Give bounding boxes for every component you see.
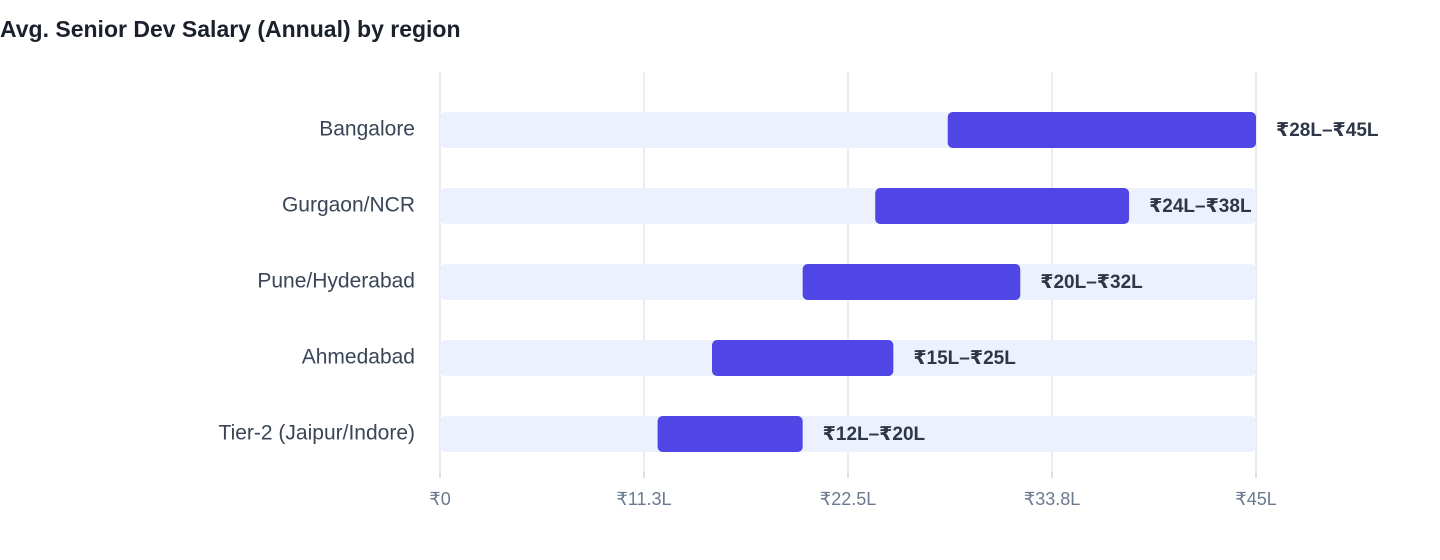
track — [440, 416, 1256, 452]
value-label: ₹28L–₹45L — [1276, 120, 1379, 141]
x-tick-label: ₹0 — [429, 489, 450, 509]
y-tick-label: Pune/Hyderabad — [257, 270, 415, 293]
y-tick-label: Tier-2 (Jaipur/Indore) — [219, 422, 415, 445]
y-tick-label: Ahmedabad — [302, 346, 415, 369]
bar — [947, 112, 1256, 148]
x-tick-label: ₹33.8L — [1024, 489, 1081, 509]
x-tick-label: ₹11.3L — [616, 489, 671, 509]
bar — [875, 188, 1130, 224]
y-tick-label: Gurgaon/NCR — [282, 194, 415, 217]
value-label: ₹20L–₹32L — [1040, 272, 1143, 293]
x-tick-label: ₹45L — [1235, 489, 1276, 509]
y-tick-label: Bangalore — [319, 118, 415, 141]
chart-title: Avg. Senior Dev Salary (Annual) by regio… — [0, 16, 461, 42]
value-label: ₹24L–₹38L — [1149, 196, 1252, 217]
value-label: ₹15L–₹25L — [913, 348, 1016, 369]
bar — [712, 340, 894, 376]
x-tick-label: ₹22.5L — [820, 489, 877, 509]
value-label: ₹12L–₹20L — [823, 424, 926, 445]
bar — [802, 264, 1021, 300]
track — [440, 188, 1256, 224]
bar — [657, 416, 803, 452]
